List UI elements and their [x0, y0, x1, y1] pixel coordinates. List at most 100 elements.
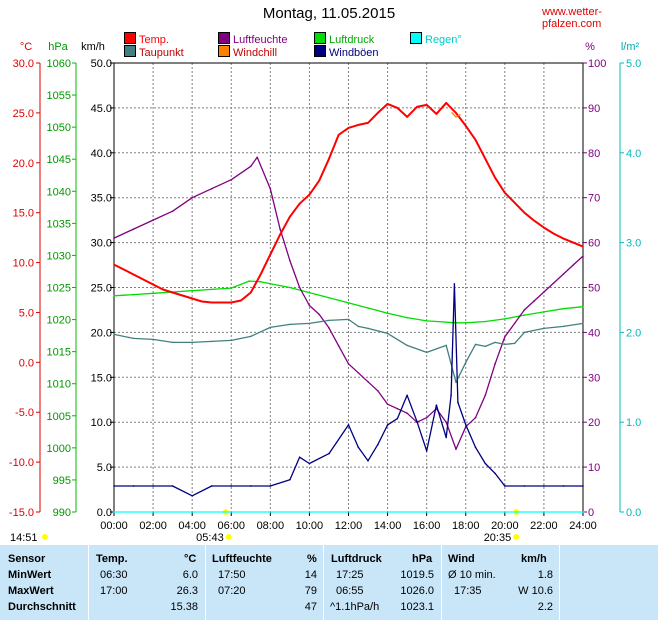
stats-min-hum-time: 17:50	[218, 569, 246, 581]
stats-table: Sensor Temp. °C Luftfeuchte % Luftdruck …	[0, 545, 658, 620]
series-pressure-point	[248, 280, 251, 282]
series-gusts-point	[230, 485, 233, 487]
series-humidity-point	[357, 372, 360, 374]
pressure-tick-label: 1025	[47, 283, 71, 295]
pressure-tick-label: 1040	[47, 186, 71, 198]
x-tick-label: 04:00	[178, 520, 206, 532]
stats-header-temp-unit: °C	[184, 553, 197, 565]
series-temp-point	[201, 300, 203, 303]
rain-tick-label: 1.0	[626, 417, 641, 429]
x-tick-label: 18:00	[452, 520, 480, 532]
pressure-tick-label: 1005	[47, 411, 71, 423]
series-dewpoint-point	[504, 343, 506, 346]
series-pressure-point	[308, 291, 311, 294]
series-temp-point	[572, 241, 575, 244]
series-temp-point	[543, 226, 545, 229]
stats-header-temp: Temp.	[96, 553, 128, 565]
series-temp-point	[455, 112, 457, 114]
legend-pressure: Luftdruck	[314, 32, 374, 47]
series-dewpoint-point	[445, 344, 448, 347]
stats-header-wind-unit: km/h	[521, 553, 547, 565]
legend-swatch-humidity	[218, 32, 230, 44]
legend-swatch-gusts	[314, 45, 326, 57]
series-pressure-point	[464, 321, 467, 324]
stats-max-wind-time: 17:35	[454, 585, 482, 597]
series-gusts-point	[494, 472, 496, 475]
series-dewpoint-point	[406, 344, 408, 347]
series-gusts-point	[347, 424, 350, 426]
series-temp-point	[425, 104, 428, 106]
temp-tick-label: 10.0	[13, 258, 34, 270]
stats-max-press-time: 06:55	[336, 585, 364, 597]
daylight-duration: 14:51	[10, 532, 38, 544]
series-temp-point	[240, 299, 242, 302]
series-rain-point	[113, 511, 115, 513]
temp-tick-label: -5.0	[15, 407, 34, 419]
humidity-tick-label: 90	[588, 103, 600, 115]
wind-tick-label: 35.0	[91, 193, 112, 205]
series-pressure-point	[523, 314, 526, 316]
series-gusts-point	[453, 283, 456, 285]
series-dewpoint-point	[494, 341, 496, 344]
series-windchill-point	[459, 114, 461, 116]
daylight-icon	[42, 534, 48, 540]
humidity-tick-label: 60	[588, 238, 600, 250]
temp-tick-label: 5.0	[19, 307, 34, 319]
series-pressure-point	[453, 321, 456, 324]
pressure-tick-label: 1000	[47, 443, 71, 455]
stats-min-wind-time: Ø 10 min.	[448, 569, 496, 581]
wind-tick-label: 10.0	[91, 417, 112, 429]
series-humidity-point	[504, 336, 506, 338]
series-gusts-point	[328, 452, 330, 455]
series-humidity-point	[523, 309, 526, 311]
legend-humidity: Luftfeuchte	[218, 32, 287, 47]
series-dewpoint-point	[171, 341, 174, 344]
temp-tick-label: 20.0	[13, 158, 34, 170]
series-temp-point	[406, 116, 408, 118]
series-pressure-point	[132, 293, 135, 296]
series-temp-point	[562, 237, 565, 240]
sunrise-time: 05:43	[196, 532, 224, 544]
series-pressure-point	[504, 318, 506, 320]
series-temp-point	[347, 127, 350, 129]
legend-label-humidity: Luftfeuchte	[233, 34, 288, 46]
series-gusts-point	[132, 485, 135, 487]
stats-row-avg-label: Durchschnitt	[8, 601, 76, 613]
series-temp-point	[474, 139, 477, 141]
series-windchill-point	[455, 116, 457, 118]
series-gusts-point	[367, 460, 369, 462]
site-link[interactable]: www.wetter-pfalzen.com	[542, 6, 602, 30]
series-pressure-point	[367, 307, 369, 309]
series-gusts-point	[484, 462, 487, 465]
pressure-tick-label: 990	[53, 507, 71, 519]
series-dewpoint-point	[484, 345, 487, 348]
series-dewpoint-point	[513, 342, 516, 345]
legend-label-windchill: Windchill	[233, 47, 278, 59]
legend-label-gusts: Windböen	[329, 47, 379, 59]
pressure-tick-label: 1045	[47, 154, 71, 166]
series-pressure-point	[259, 280, 262, 283]
series-humidity-point	[406, 412, 408, 415]
stats-avg-press-value: 1023.1	[400, 601, 434, 613]
series-temp-point	[445, 102, 448, 104]
series-gusts-point	[152, 485, 154, 487]
pressure-tick-label: 1060	[47, 58, 71, 70]
humidity-unit: %	[585, 41, 595, 53]
wind-tick-label: 40.0	[91, 148, 112, 160]
rain-tick-label: 0.0	[626, 507, 641, 519]
series-dewpoint-point	[230, 339, 233, 342]
legend-swatch-rain	[410, 32, 422, 44]
temp-tick-label: 0.0	[19, 357, 34, 369]
series-dewpoint-point	[132, 337, 135, 340]
temp-tick-label: 25.0	[13, 108, 34, 120]
series-dewpoint-point	[474, 343, 477, 346]
stats-header-pressure-unit: hPa	[412, 553, 433, 565]
series-temp-point	[552, 232, 555, 235]
stats-avg-temp-value: 15.38	[170, 601, 198, 613]
series-temp-point	[367, 122, 369, 124]
legend-dewpoint: Taupunkt	[124, 45, 184, 60]
series-temp-point	[171, 291, 174, 294]
series-gusts-line	[114, 283, 583, 497]
x-tick-label: 00:00	[100, 520, 128, 532]
series-dewpoint-point	[543, 327, 545, 330]
